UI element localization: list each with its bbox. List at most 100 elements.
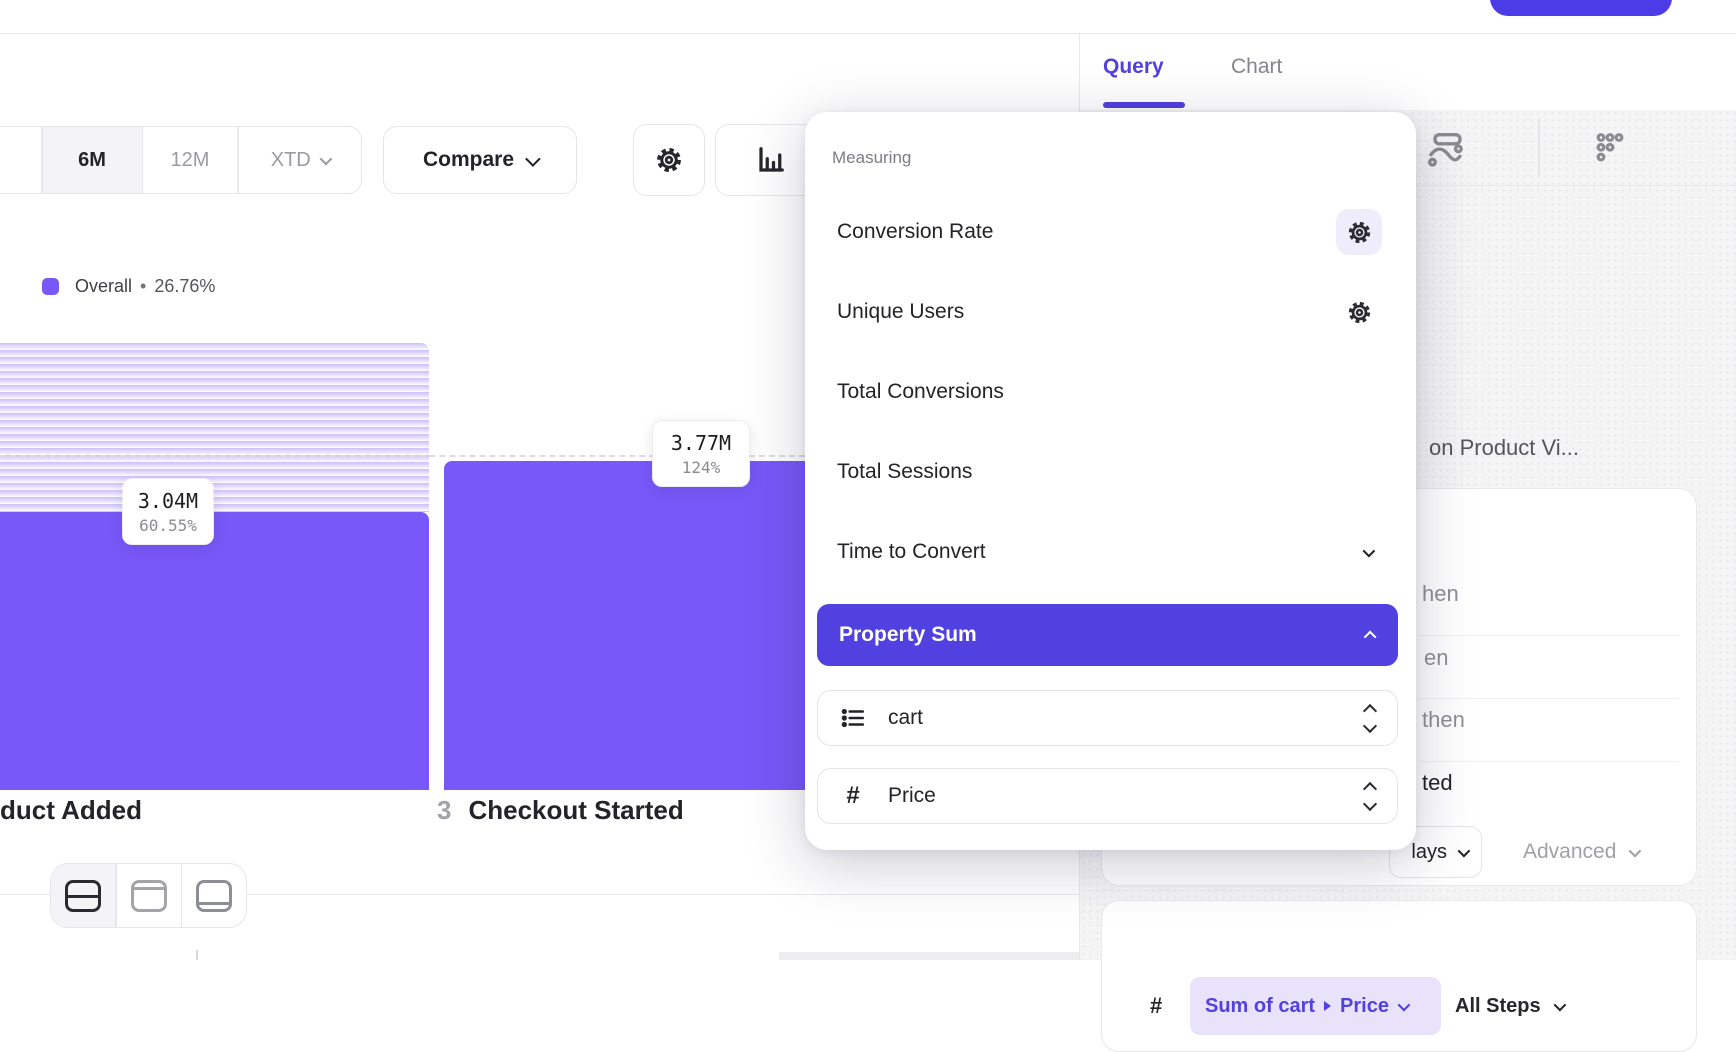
chart-settings-button[interactable] <box>633 124 705 196</box>
primary-action-button[interactable] <box>1490 0 1672 16</box>
time-range-xtd-label: XTD <box>270 148 311 171</box>
property-name-select[interactable]: # Price <box>817 768 1398 824</box>
measurement-card: # Sum of cart Price All Steps <box>1101 900 1697 1052</box>
gear-icon <box>1348 221 1370 243</box>
menu-item-label: Total Conversions <box>837 380 1004 403</box>
legend-name: Overall <box>75 276 133 296</box>
next-section-strip <box>779 952 1079 960</box>
unique-users-settings-button[interactable] <box>1336 289 1382 335</box>
tab-chart[interactable]: Chart <box>1231 55 1283 78</box>
menu-item-total-conversions[interactable]: Total Conversions <box>837 369 1386 415</box>
time-range-6m-label: 6M <box>78 148 106 171</box>
measuring-popup: Measuring Conversion Rate Unique Users T… <box>805 112 1416 850</box>
bar-2-percent: 124% <box>681 457 721 477</box>
step-2-index: 3 <box>437 795 452 825</box>
icon-band-divider <box>1538 118 1540 177</box>
layout-top-button[interactable] <box>117 864 181 927</box>
chevron-down-icon <box>1457 844 1471 857</box>
property-sum-label: Property Sum <box>839 623 977 646</box>
layout-split-button[interactable] <box>51 864 115 927</box>
all-steps-label: All Steps <box>1455 994 1541 1017</box>
step-row-separator <box>1419 761 1679 762</box>
property-sum-chip[interactable]: Sum of cart Price <box>1190 977 1441 1035</box>
menu-item-unique-users[interactable]: Unique Users <box>837 289 1386 335</box>
caret-right-icon <box>1324 1001 1332 1011</box>
menu-item-total-sessions[interactable]: Total Sessions <box>837 449 1386 495</box>
chevron-down-icon <box>1553 998 1566 1011</box>
compare-label: Compare <box>422 148 515 171</box>
tab-query-underline <box>1103 102 1185 108</box>
apps-grid-icon <box>1596 133 1624 162</box>
menu-item-time-to-convert[interactable]: Time to Convert <box>837 529 1386 575</box>
time-range-12m-label: 12M <box>170 148 210 171</box>
time-range-6m[interactable]: 6M <box>42 127 142 193</box>
property-event-value: cart <box>888 706 924 729</box>
all-steps-dropdown[interactable]: All Steps <box>1455 977 1566 1035</box>
legend-value: 26.76% <box>154 276 216 296</box>
step-row-separator <box>1419 698 1679 699</box>
bar-chart-icon <box>759 147 784 172</box>
tab-query[interactable]: Query <box>1103 55 1164 78</box>
chevron-down-icon <box>1397 998 1411 1011</box>
time-range-xtd[interactable]: XTD <box>239 127 362 193</box>
step-2-label[interactable]: 3 Checkout Started <box>437 795 684 826</box>
sort-icon <box>1362 781 1378 811</box>
step-row-separator <box>1419 635 1679 636</box>
layout-split-icon <box>65 879 101 912</box>
panel-tabs: Query Chart <box>1080 33 1736 110</box>
step-2-name: Checkout Started <box>468 795 684 825</box>
bar-1-value-tooltip: 3.04M 60.55% <box>122 478 214 545</box>
bar-1-percent: 60.55% <box>139 515 197 535</box>
bar-2-value-tooltip: 3.77M 124% <box>652 420 750 487</box>
time-range-segmented-control: M 6M 12M XTD <box>0 126 362 194</box>
menu-item-label: Unique Users <box>837 300 965 323</box>
menu-item-label: Time to Convert <box>837 540 986 563</box>
advanced-label: Advanced <box>1523 840 1617 863</box>
layout-top-icon <box>130 879 167 912</box>
layout-bottom-button[interactable] <box>182 864 246 927</box>
legend[interactable]: Overall • 26.76% <box>42 276 215 297</box>
menu-item-label: Conversion Rate <box>837 220 994 243</box>
layout-bottom-icon <box>196 879 232 912</box>
chip-event-label: Sum of cart <box>1205 994 1316 1017</box>
step-row-fragment[interactable]: then <box>1422 707 1465 732</box>
menu-item-label: Total Sessions <box>837 460 973 483</box>
flow-view-button[interactable] <box>1420 123 1470 173</box>
gear-icon <box>657 148 681 172</box>
step-row-fragment[interactable]: hen <box>1422 581 1459 606</box>
bar-1-dropoff-cap <box>0 343 429 512</box>
hash-icon: # <box>1150 993 1163 1018</box>
time-range-12m[interactable]: 12M <box>143 127 237 193</box>
menu-item-property-sum[interactable]: Property Sum <box>817 604 1398 666</box>
next-section-tick <box>196 950 198 960</box>
legend-swatch <box>42 278 59 295</box>
chevron-up-icon <box>1363 630 1377 643</box>
property-event-select[interactable]: cart <box>817 690 1398 746</box>
menu-item-conversion-rate[interactable]: Conversion Rate <box>837 209 1386 255</box>
layout-toggle-group <box>50 863 247 928</box>
bar-2-value: 3.77M <box>670 430 732 455</box>
gear-icon <box>1348 301 1370 323</box>
step-row-fragment[interactable]: en <box>1424 645 1449 670</box>
funnel-bar-1[interactable] <box>0 512 429 790</box>
flow-icon <box>1427 133 1463 167</box>
chevron-down-icon <box>1362 544 1376 557</box>
funnel-query-title: on Product Vi... <box>1429 435 1580 460</box>
apps-view-button[interactable] <box>1585 123 1635 173</box>
step-row-fragment[interactable]: ted <box>1422 770 1453 795</box>
legend-separator: • <box>140 276 147 296</box>
conversion-window-label: lays <box>1411 840 1447 863</box>
conversion-rate-settings-button[interactable] <box>1336 209 1382 255</box>
topbar <box>0 0 1736 34</box>
bar-1-value: 3.04M <box>137 488 199 513</box>
chart-baseline <box>0 894 1079 895</box>
step-1-label[interactable]: duct Added <box>0 795 143 825</box>
list-icon <box>841 708 865 728</box>
chip-property-label: Price <box>1340 994 1389 1017</box>
property-name-value: Price <box>888 784 936 807</box>
advanced-toggle[interactable]: Advanced <box>1523 840 1642 864</box>
chevron-down-icon <box>1628 844 1642 857</box>
hash-icon: # <box>846 782 860 809</box>
reference-dashed-line <box>0 455 805 457</box>
compare-button[interactable]: Compare <box>383 126 577 194</box>
